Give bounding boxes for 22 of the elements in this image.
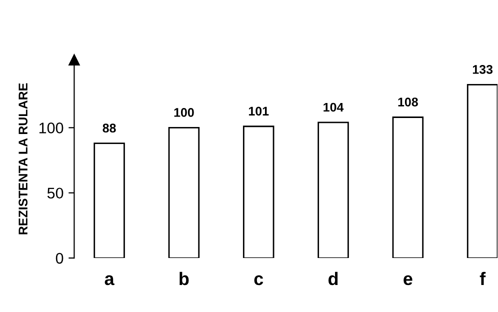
x-tick-label: d bbox=[328, 272, 338, 286]
y-tick-label: 0 bbox=[56, 252, 64, 264]
bar bbox=[94, 142, 125, 258]
bar bbox=[392, 116, 424, 258]
data-label: 101 bbox=[248, 106, 269, 116]
bar bbox=[168, 126, 200, 258]
data-label: 108 bbox=[398, 98, 418, 106]
x-tick-label: b bbox=[180, 272, 189, 286]
bar bbox=[318, 122, 349, 258]
x-tick-label: a bbox=[104, 275, 114, 286]
data-label: 100 bbox=[174, 108, 194, 117]
x-tick-label: f bbox=[480, 272, 486, 285]
data-label: 104 bbox=[324, 102, 344, 112]
x-tick-label: e bbox=[404, 275, 412, 286]
bar bbox=[242, 126, 274, 258]
x-tick-label: c bbox=[254, 275, 264, 286]
data-label: 88 bbox=[102, 124, 116, 133]
bar bbox=[466, 84, 498, 258]
y-axis-title: REZISTENTA LA RULARE bbox=[18, 83, 28, 234]
y-tick-label: 50 bbox=[47, 188, 64, 199]
y-tick-label: 100 bbox=[39, 122, 64, 134]
data-label: 133 bbox=[472, 65, 493, 74]
